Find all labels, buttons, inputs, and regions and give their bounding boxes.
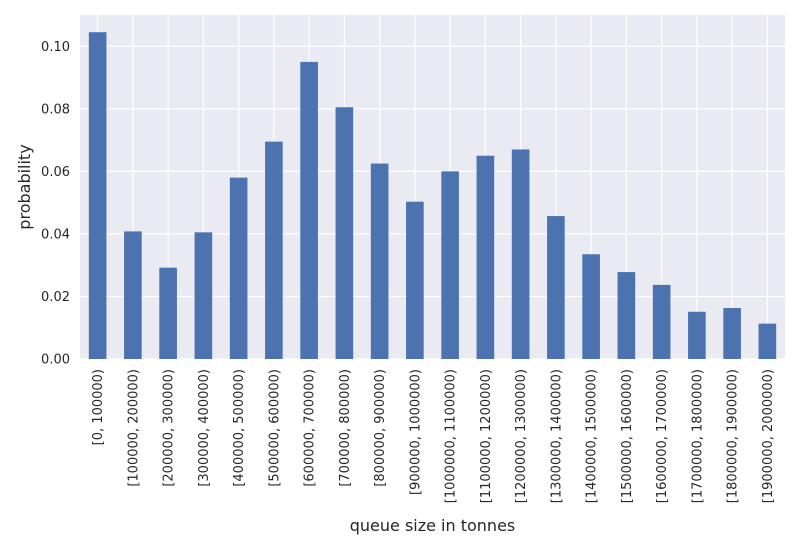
bar (88, 32, 107, 359)
y-tick-label: 0.08 (41, 102, 70, 117)
plot-area (80, 15, 785, 359)
x-tick-label: [300000, 400000) (197, 369, 212, 487)
x-tick-label: [1600000, 1700000) (655, 369, 670, 503)
bar (511, 149, 530, 359)
bar (617, 272, 636, 359)
bar (335, 107, 354, 359)
x-tick-label: [1900000, 2000000) (761, 369, 776, 503)
x-tick-label: [1000000, 1100000) (444, 369, 459, 503)
y-axis-ticks: 0.00 0.02 0.04 0.06 0.08 0.10 (41, 40, 70, 368)
y-tick-label: 0.02 (41, 290, 70, 305)
bar (441, 171, 459, 359)
x-tick-label: [1300000, 1400000) (549, 369, 564, 503)
bar (547, 216, 565, 359)
x-tick-label: [1400000, 1500000) (585, 369, 600, 503)
x-tick-label: [100000, 200000) (126, 369, 141, 487)
bar (159, 267, 177, 359)
x-tick-label: [800000, 900000) (373, 369, 388, 487)
bar (300, 61, 318, 360)
x-tick-label: [700000, 800000) (338, 369, 353, 487)
bar (723, 308, 741, 359)
bar (652, 284, 671, 359)
x-tick-label: [1500000, 1600000) (620, 369, 635, 503)
bar (582, 254, 600, 359)
y-tick-label: 0.00 (41, 353, 70, 368)
y-axis-label: probability (15, 144, 34, 229)
bar (194, 232, 213, 359)
bar (229, 177, 248, 359)
bar (758, 323, 777, 359)
bar (406, 201, 424, 359)
bars (88, 32, 777, 360)
x-tick-label: [1800000, 1900000) (726, 369, 741, 503)
bar (124, 231, 142, 359)
x-tick-label: [1200000, 1300000) (514, 369, 529, 503)
x-tick-label: [500000, 600000) (267, 369, 282, 487)
x-tick-label: [400000, 500000) (232, 369, 247, 487)
y-tick-label: 0.06 (41, 165, 70, 180)
bar (688, 311, 706, 359)
bar (370, 163, 389, 359)
x-tick-label: [600000, 700000) (303, 369, 318, 487)
x-tick-label: [1700000, 1800000) (690, 369, 705, 503)
x-axis-label: queue size in tonnes (350, 516, 516, 535)
y-tick-label: 0.04 (41, 227, 70, 242)
x-axis-ticks: [0, 100000) [100000, 200000) [200000, 3000… (91, 369, 776, 503)
x-tick-label: [1100000, 1200000) (479, 369, 494, 503)
x-tick-label: [0, 100000) (91, 369, 106, 445)
x-tick-label: [900000, 1000000) (408, 369, 423, 495)
bar (476, 155, 495, 359)
x-tick-label: [200000, 300000) (162, 369, 177, 487)
bar (265, 141, 283, 359)
y-tick-label: 0.10 (41, 40, 70, 55)
